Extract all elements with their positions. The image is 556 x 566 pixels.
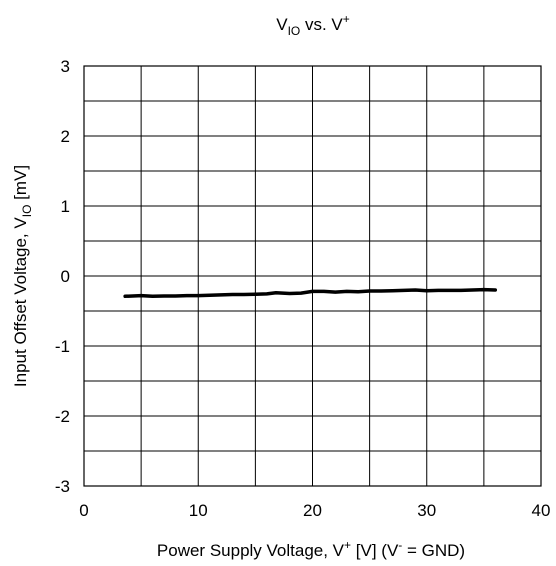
y-tick-label: 2 (61, 127, 70, 146)
x-axis-title-pre: Power Supply Voltage, V (157, 541, 345, 560)
grid (84, 66, 541, 486)
chart-title: VIO vs. V+ (276, 12, 350, 38)
series-line-1 (123, 287, 498, 299)
chart-title-main: V (276, 15, 288, 34)
x-axis-title-sup2: - (398, 538, 402, 552)
y-tick-labels: 3 2 1 0 -1 -2 -3 (55, 57, 70, 496)
y-axis-title-subscript: IO (20, 205, 34, 218)
y-tick-label: 1 (61, 197, 70, 216)
y-tick-label: -1 (55, 337, 70, 356)
x-tick-labels: 0 10 20 30 40 (79, 501, 550, 520)
x-axis-title: Power Supply Voltage, V+ [V] (V- = GND) (157, 538, 465, 560)
x-axis-title-mid: [V] (V (351, 541, 399, 560)
chart-title-subscript: IO (288, 24, 301, 38)
x-axis-title-post: = GND) (402, 541, 465, 560)
chart-title-rest: vs. V (300, 15, 343, 34)
plot-frame (83, 65, 542, 487)
x-tick-label: 40 (532, 501, 551, 520)
y-tick-label: -3 (55, 477, 70, 496)
x-tick-label: 20 (303, 501, 322, 520)
x-tick-label: 30 (417, 501, 436, 520)
y-tick-label: 3 (61, 57, 70, 76)
y-tick-label: -2 (55, 407, 70, 426)
x-axis-title-sup1: + (344, 538, 351, 552)
y-axis-title-post: [mV] (11, 165, 30, 205)
y-axis-title: Input Offset Voltage, VIO [mV] (11, 165, 34, 387)
series-group (123, 287, 498, 299)
x-tick-label: 10 (189, 501, 208, 520)
y-axis-title-pre: Input Offset Voltage, V (11, 217, 30, 387)
y-tick-label: 0 (61, 267, 70, 286)
x-tick-label: 0 (79, 501, 88, 520)
chart-title-superscript: + (343, 12, 350, 26)
